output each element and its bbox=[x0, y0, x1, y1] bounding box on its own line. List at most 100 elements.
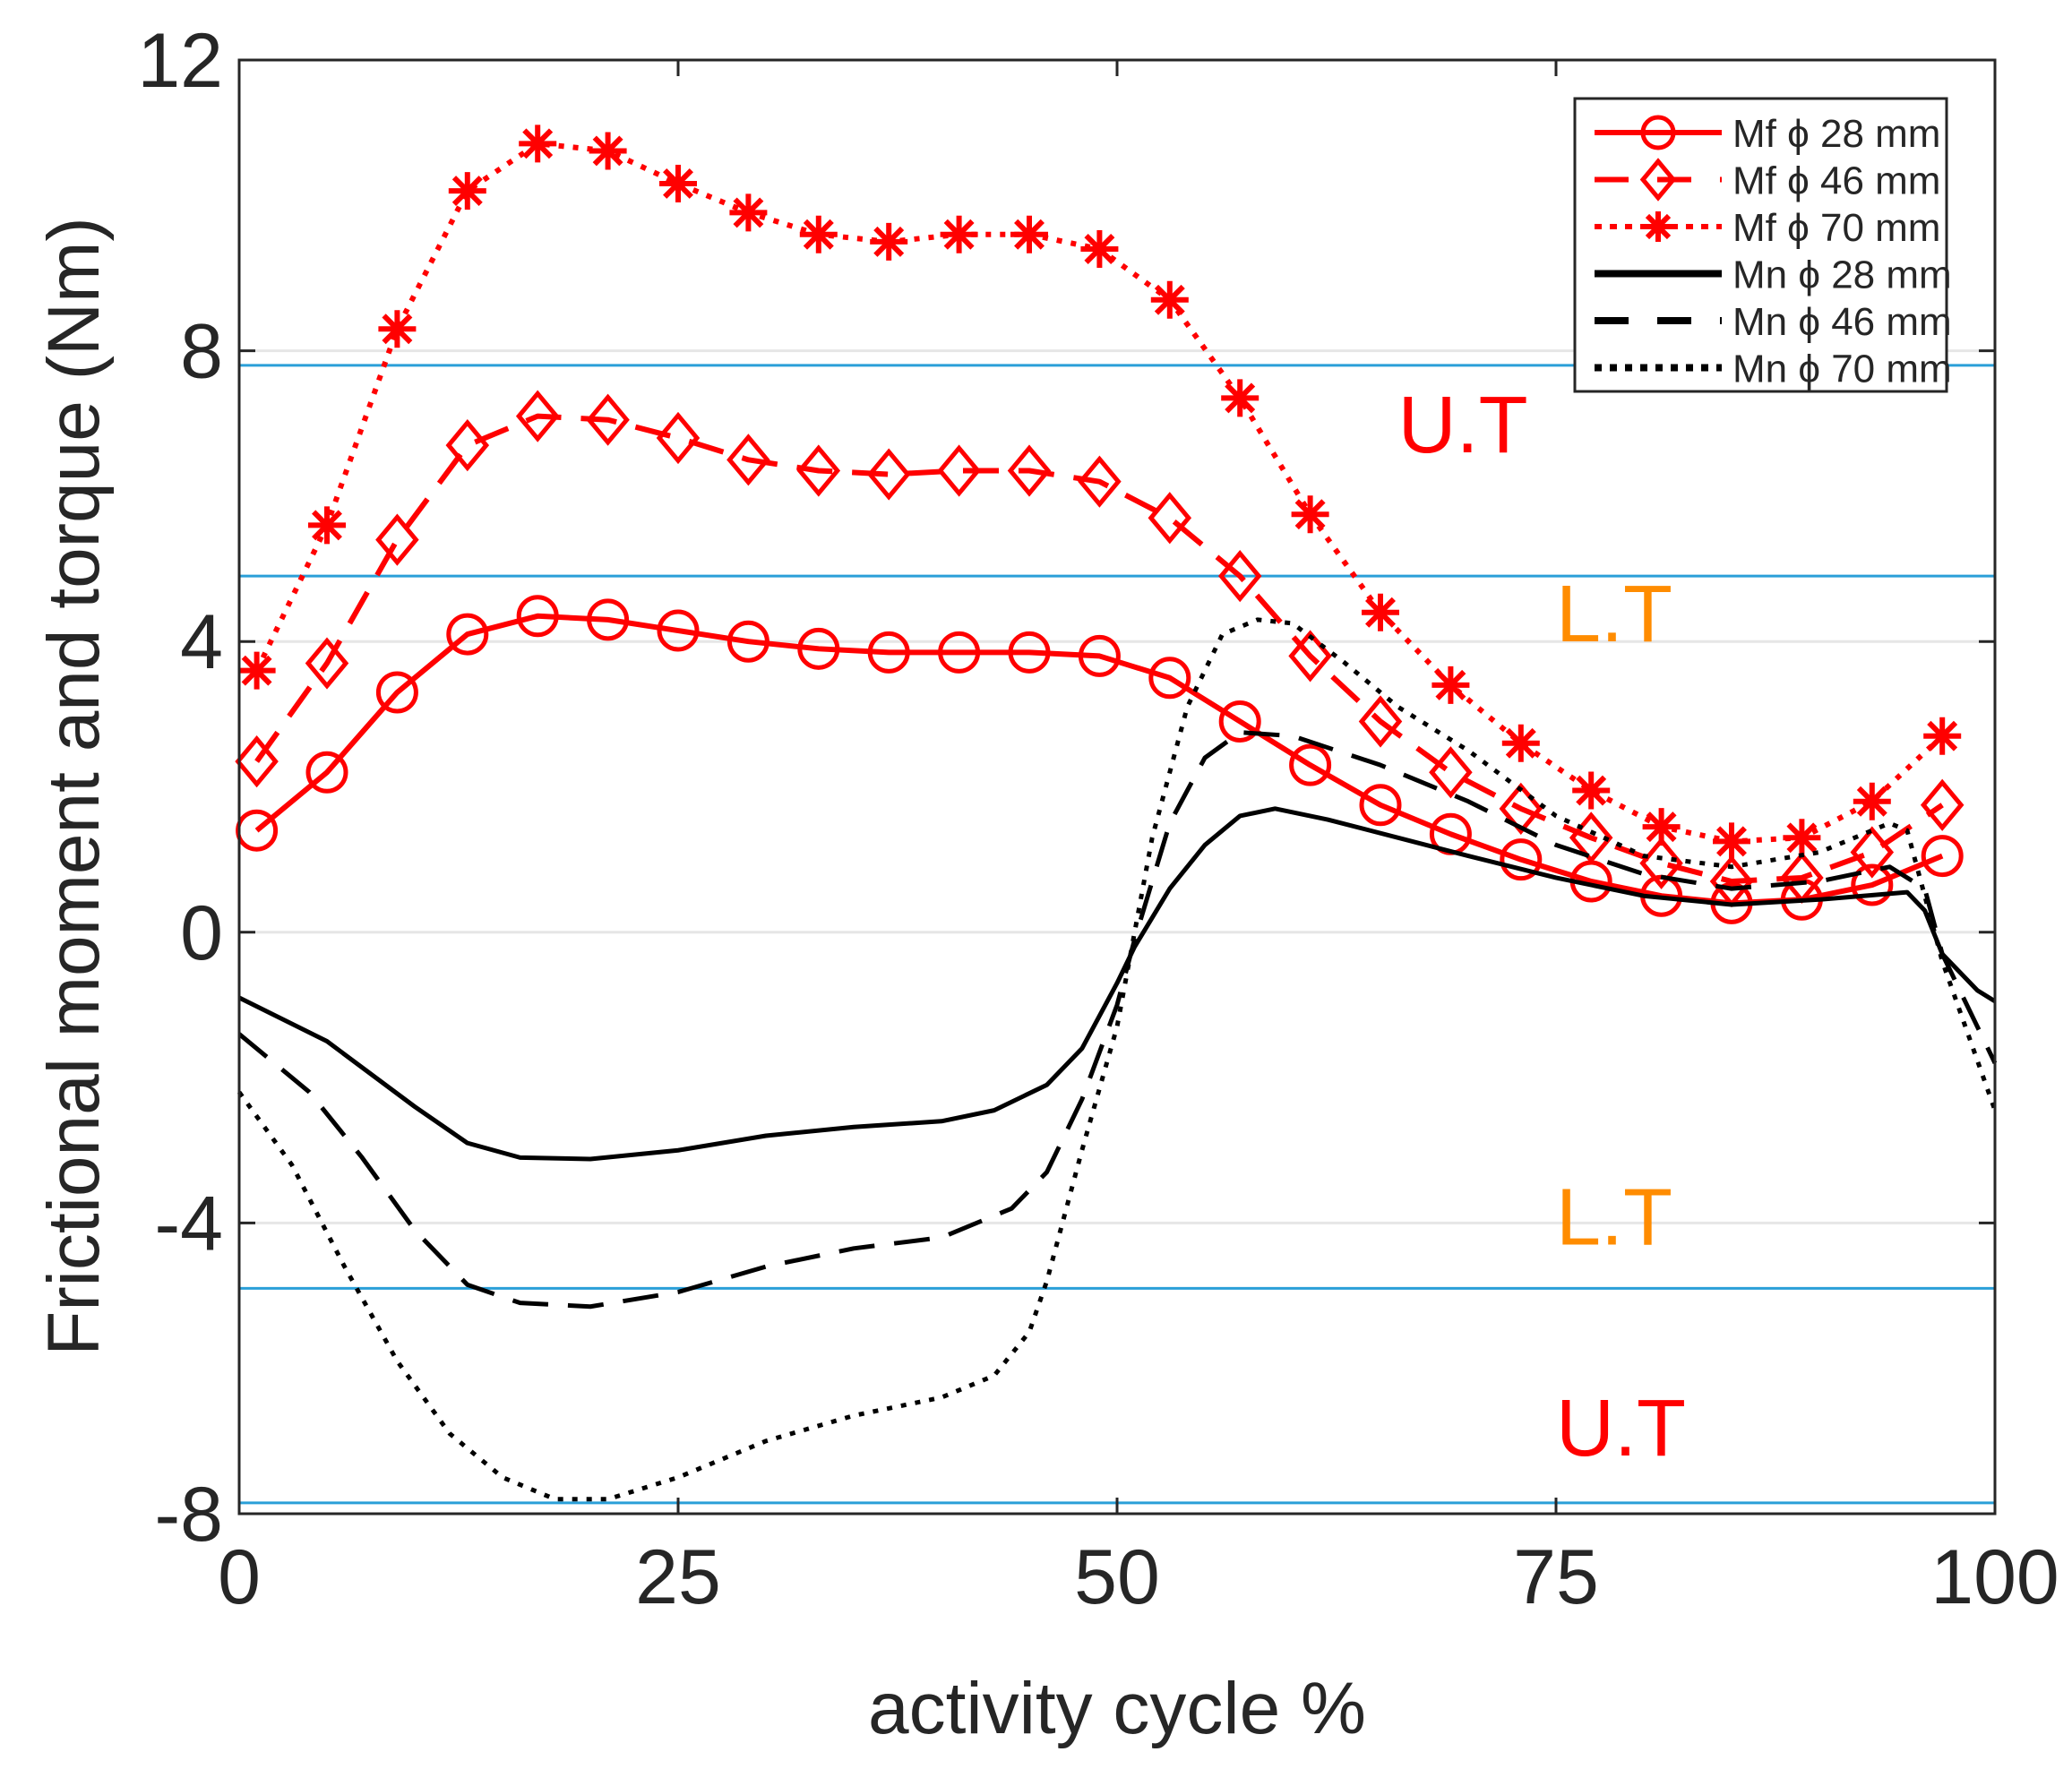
marker-asterisk bbox=[1221, 379, 1260, 417]
marker-asterisk bbox=[1362, 593, 1399, 631]
marker-asterisk bbox=[1291, 495, 1329, 534]
marker-circle bbox=[1289, 743, 1332, 786]
marker-asterisk bbox=[870, 222, 908, 261]
asterisk-stroke bbox=[1716, 826, 1747, 857]
marker-diamond bbox=[515, 390, 560, 442]
marker-circle bbox=[797, 627, 840, 670]
marker-circle bbox=[1218, 700, 1261, 743]
x-tick-label: 0 bbox=[218, 1534, 261, 1620]
marker-asterisk bbox=[1150, 280, 1189, 319]
marker-asterisk bbox=[1783, 819, 1821, 857]
asterisk-stroke bbox=[1856, 786, 1887, 817]
asterisk-stroke bbox=[592, 135, 623, 167]
asterisk-stroke bbox=[312, 510, 342, 541]
marker-diamond bbox=[1148, 492, 1192, 545]
x-tick-label: 100 bbox=[1930, 1534, 2059, 1620]
series-5 bbox=[236, 617, 1998, 1502]
asterisk-stroke bbox=[1927, 720, 1958, 751]
marker-asterisk bbox=[940, 215, 978, 253]
marker-diamond bbox=[1358, 695, 1403, 748]
asterisk-stroke bbox=[1786, 822, 1818, 854]
y-tick-label: 8 bbox=[180, 309, 223, 395]
y-axis-label: Frictional moment and torque (Nm) bbox=[33, 217, 115, 1355]
series-line bbox=[254, 413, 1944, 884]
legend-label: Mf ϕ 46 mm bbox=[1732, 159, 1940, 203]
asterisk-stroke bbox=[522, 128, 554, 159]
marker-diamond bbox=[445, 418, 490, 472]
asterisk-stroke bbox=[1294, 499, 1326, 530]
threshold-label: L.T bbox=[1556, 570, 1672, 659]
marker-asterisk bbox=[1010, 215, 1048, 253]
marker-diamond bbox=[586, 393, 630, 446]
marker-asterisk bbox=[1713, 822, 1750, 861]
marker-circle bbox=[587, 598, 630, 641]
marker-diamond bbox=[656, 411, 701, 465]
asterisk-stroke bbox=[1365, 597, 1396, 628]
asterisk-stroke bbox=[1225, 382, 1256, 414]
marker-asterisk bbox=[589, 132, 627, 170]
series-line bbox=[237, 806, 1997, 1162]
asterisk-stroke bbox=[1576, 775, 1607, 806]
marker-circle bbox=[1640, 115, 1676, 150]
marker-asterisk bbox=[448, 172, 486, 210]
legend-label: Mn ϕ 28 mm bbox=[1732, 253, 1952, 297]
marker-diamond bbox=[796, 444, 841, 497]
marker-circle bbox=[1078, 634, 1121, 677]
marker-asterisk bbox=[1501, 724, 1540, 762]
asterisk-stroke bbox=[873, 226, 905, 257]
marker-diamond bbox=[1920, 778, 1965, 831]
marker-asterisk bbox=[729, 193, 768, 232]
marker-asterisk bbox=[659, 164, 697, 202]
legend-label: Mf ϕ 28 mm bbox=[1732, 112, 1940, 156]
x-tick-label: 25 bbox=[635, 1534, 721, 1620]
asterisk-stroke bbox=[663, 167, 693, 199]
marker-diamond bbox=[305, 637, 349, 690]
x-axis-label: activity cycle % bbox=[868, 1668, 1366, 1749]
marker-asterisk bbox=[1853, 782, 1891, 820]
asterisk-stroke bbox=[1646, 812, 1677, 843]
marker-asterisk bbox=[1431, 666, 1470, 704]
asterisk-stroke bbox=[943, 219, 975, 250]
marker-diamond bbox=[937, 444, 981, 497]
marker-circle bbox=[1500, 838, 1543, 881]
x-tick-label: 50 bbox=[1074, 1534, 1160, 1620]
marker-diamond bbox=[1569, 812, 1613, 864]
threshold-lines bbox=[239, 364, 1995, 1505]
series-2 bbox=[237, 125, 1962, 861]
marker-circle bbox=[1008, 631, 1051, 674]
marker-asterisk bbox=[1923, 717, 1962, 755]
asterisk-stroke bbox=[733, 197, 764, 228]
marker-asterisk bbox=[799, 215, 838, 253]
marker-circle bbox=[305, 751, 348, 794]
asterisk-stroke bbox=[382, 313, 413, 345]
threshold-label: L.T bbox=[1556, 1173, 1672, 1263]
asterisk-stroke bbox=[241, 655, 272, 686]
marker-diamond bbox=[1217, 550, 1262, 603]
series-0 bbox=[236, 595, 1964, 924]
marker-asterisk bbox=[378, 310, 417, 348]
asterisk-stroke bbox=[1084, 234, 1115, 264]
asterisk-stroke bbox=[1645, 213, 1672, 240]
y-tick-label: 0 bbox=[180, 890, 223, 976]
marker-diamond bbox=[235, 734, 279, 788]
marker-asterisk bbox=[1080, 229, 1119, 268]
marker-asterisk bbox=[519, 125, 557, 163]
marker-diamond bbox=[1429, 746, 1473, 799]
series-4 bbox=[237, 730, 1998, 1310]
legend-label: Mf ϕ 70 mm bbox=[1732, 206, 1940, 250]
marker-asterisk bbox=[1643, 211, 1673, 242]
marker-circle bbox=[657, 609, 700, 652]
y-tick-label: -8 bbox=[155, 1472, 223, 1558]
series-line bbox=[236, 617, 1998, 1502]
asterisk-stroke bbox=[451, 176, 483, 207]
marker-circle bbox=[867, 631, 910, 674]
asterisk-stroke bbox=[1154, 284, 1185, 315]
threshold-label: U.T bbox=[1556, 1384, 1686, 1473]
marker-diamond bbox=[1639, 837, 1683, 889]
marker-diamond bbox=[1499, 782, 1543, 835]
threshold-label: U.T bbox=[1398, 381, 1528, 470]
marker-circle bbox=[1359, 784, 1402, 827]
